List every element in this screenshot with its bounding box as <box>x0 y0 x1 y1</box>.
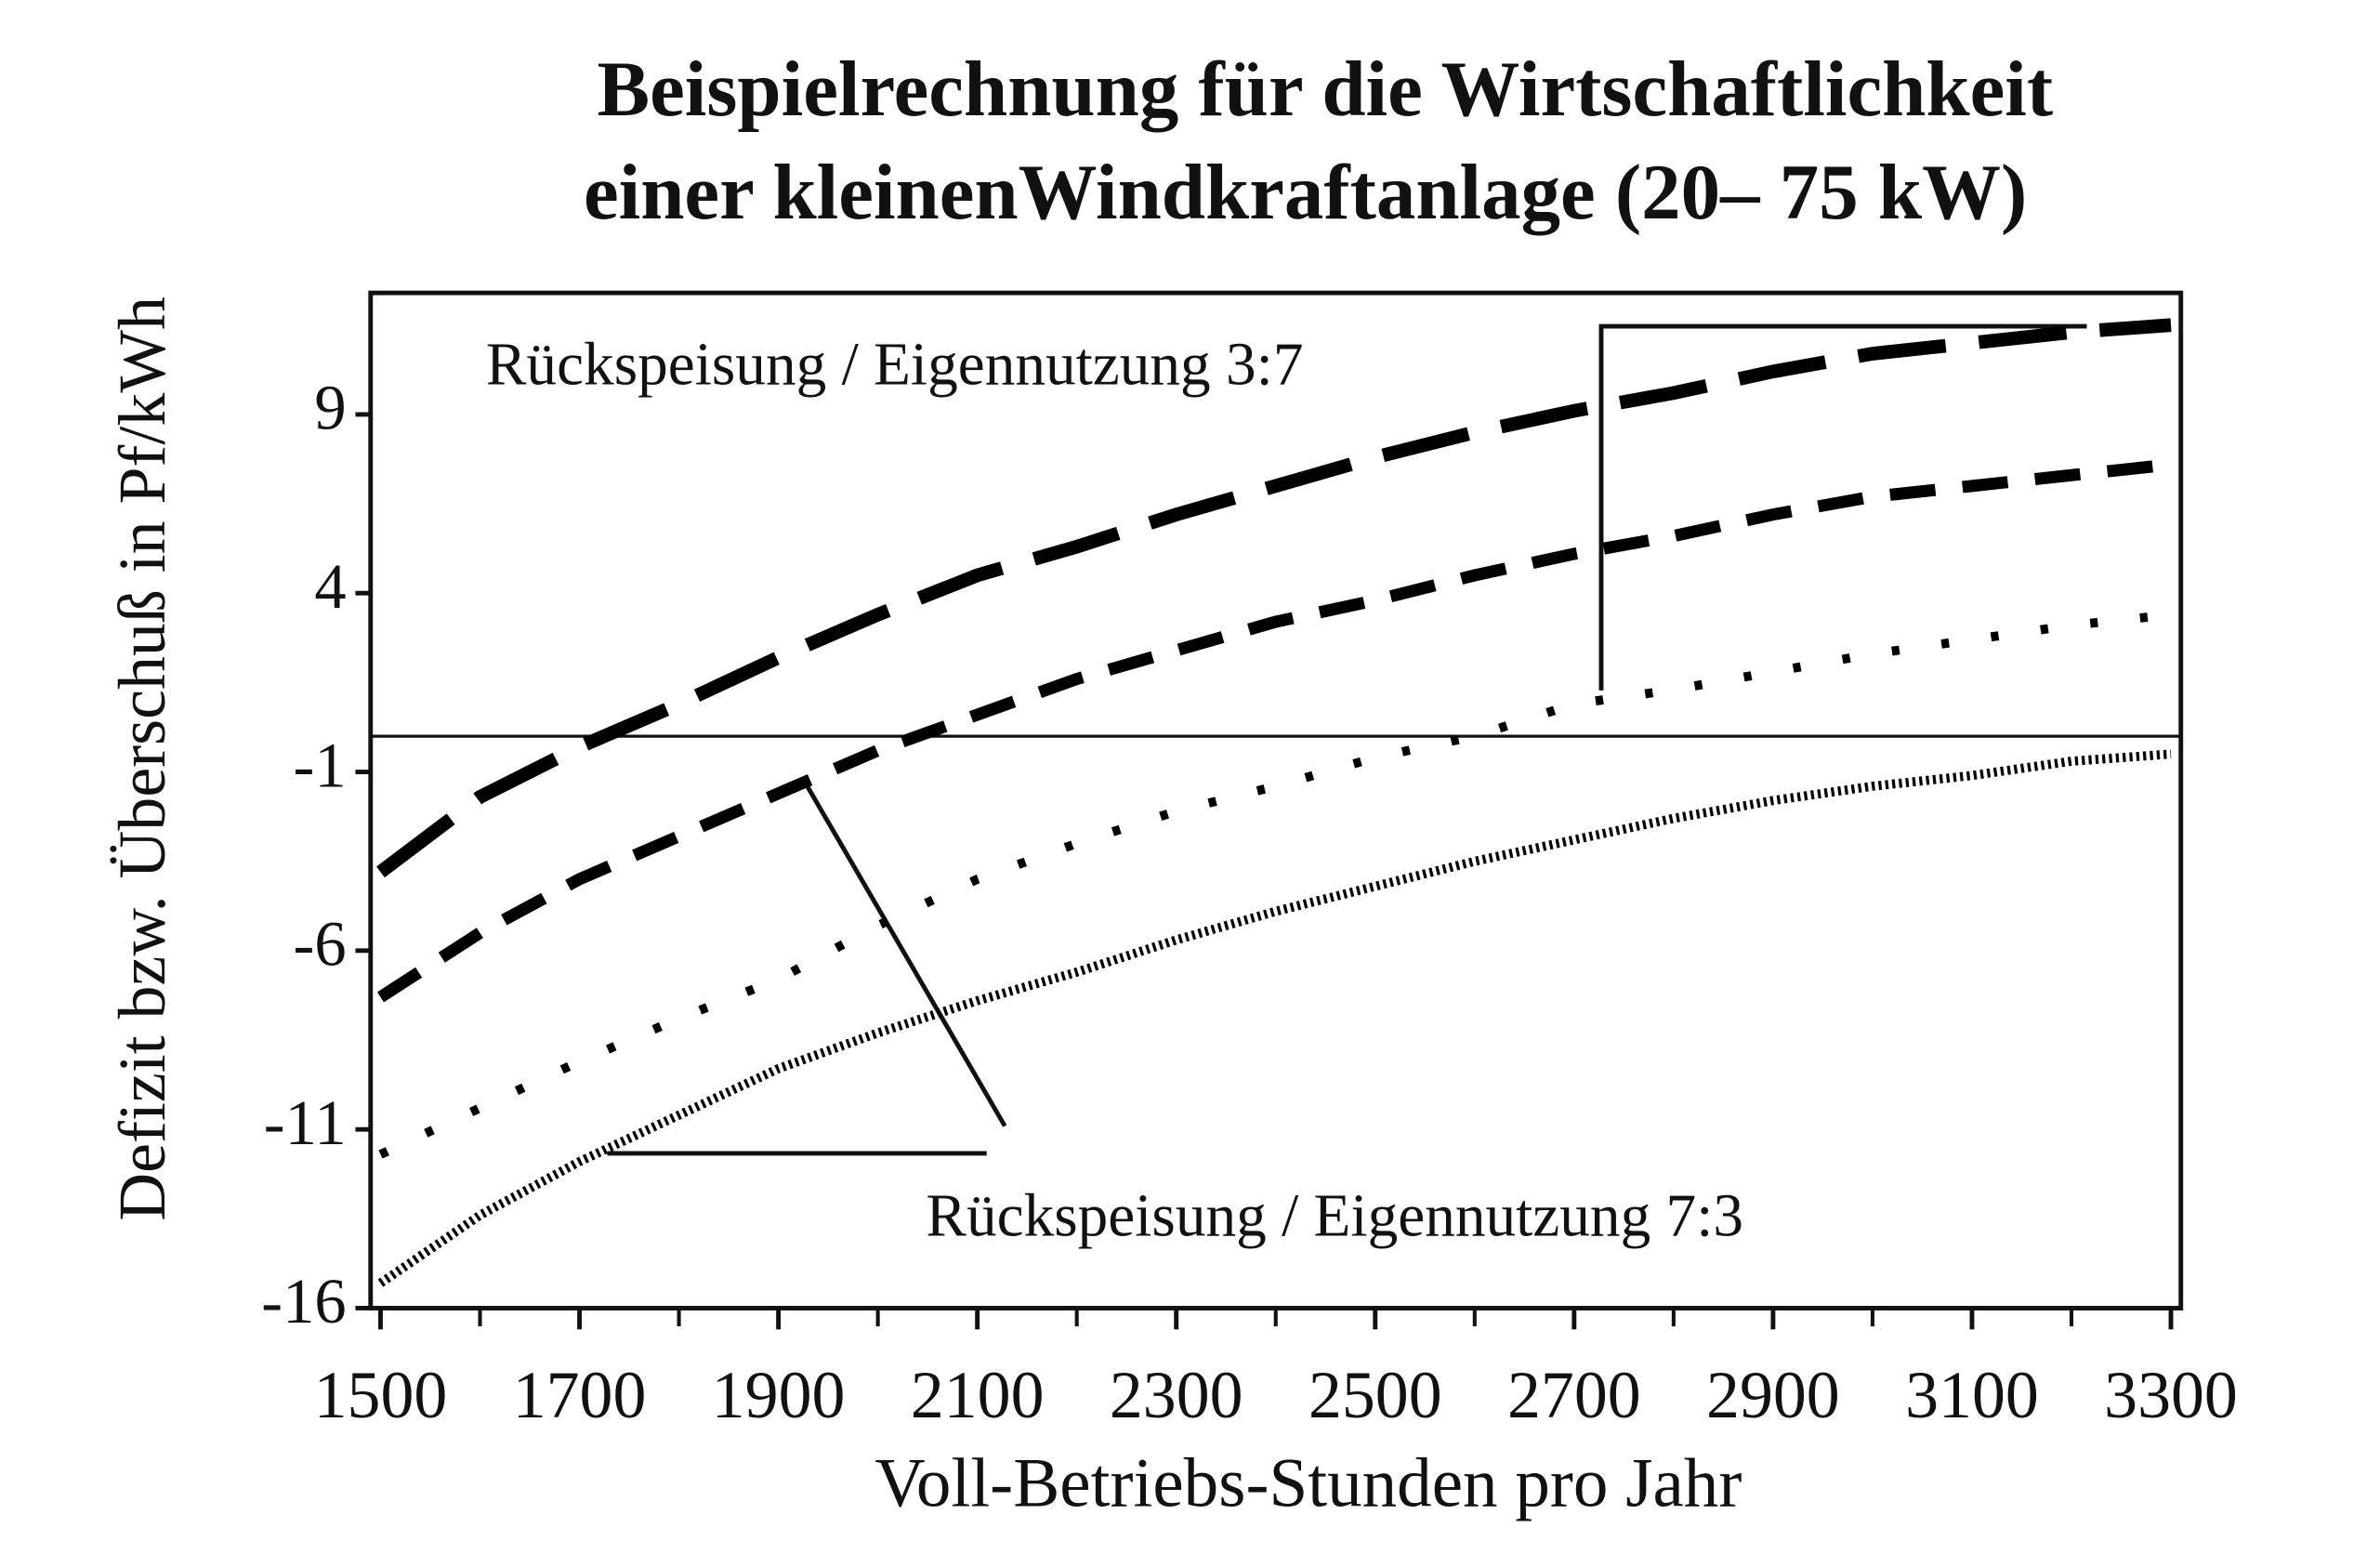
y-tick-label: 9 <box>314 373 346 443</box>
leader-line <box>1598 323 2087 691</box>
x-tick-label: 3100 <box>1905 1358 2039 1432</box>
x-tick-label: 2100 <box>911 1358 1045 1432</box>
chart-title: einer kleinenWindkraftanlage (20– 75 kW) <box>584 149 2027 236</box>
x-tick-label: 1900 <box>712 1358 846 1432</box>
chart-title: Beispielrechnung für die Wirtschaftlichk… <box>598 46 2054 133</box>
line-series <box>376 458 2172 1003</box>
x-tick-label: 2700 <box>1507 1358 1641 1432</box>
x-axis-label: Voll-Betriebs-Stunden pro Jahr <box>874 1445 1742 1522</box>
line-series <box>376 318 2172 878</box>
y-tick-label: 4 <box>314 551 346 622</box>
annotation: Rückspeisung / Eigennutzung 3:7 <box>486 331 1304 398</box>
x-tick-label: 2900 <box>1706 1358 1840 1432</box>
y-tick-label: -1 <box>294 730 347 800</box>
y-tick-label: -6 <box>294 909 347 980</box>
x-tick-label: 1700 <box>513 1358 647 1432</box>
y-tick-label: -16 <box>261 1266 346 1337</box>
y-axis-label: Defizit bzw. Überschuß in Pf/kWh <box>105 296 179 1221</box>
x-tick-label: 3300 <box>2104 1358 2238 1432</box>
leader-lines <box>607 323 2087 1156</box>
x-tick-label: 2300 <box>1110 1358 1243 1432</box>
x-tick-label: 2500 <box>1308 1358 1442 1432</box>
x-tick-label: 1500 <box>314 1358 448 1432</box>
leader-line <box>802 780 1007 1127</box>
line-series <box>377 749 2172 1287</box>
y-tick-label: -11 <box>264 1087 347 1158</box>
annotation: Rückspeisung / Eigennutzung 7:3 <box>926 1182 1743 1249</box>
